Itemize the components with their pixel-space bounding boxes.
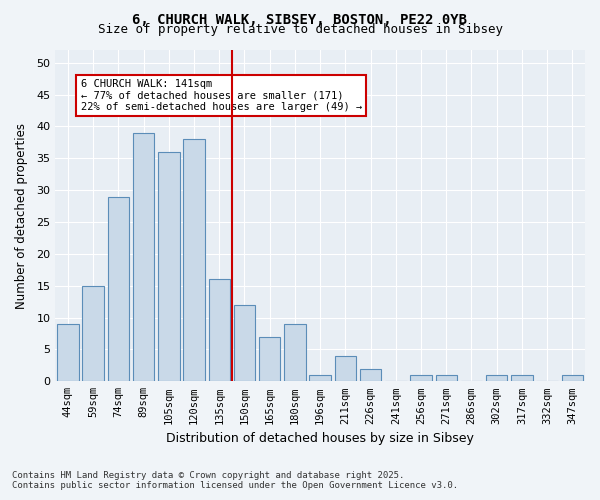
Text: Contains HM Land Registry data © Crown copyright and database right 2025.
Contai: Contains HM Land Registry data © Crown c… — [12, 470, 458, 490]
Bar — [158, 152, 179, 382]
Bar — [511, 375, 533, 382]
X-axis label: Distribution of detached houses by size in Sibsey: Distribution of detached houses by size … — [166, 432, 474, 445]
Bar — [209, 280, 230, 382]
Bar — [335, 356, 356, 382]
Bar — [133, 133, 154, 382]
Bar — [57, 324, 79, 382]
Bar — [234, 305, 255, 382]
Text: Size of property relative to detached houses in Sibsey: Size of property relative to detached ho… — [97, 22, 503, 36]
Bar — [284, 324, 305, 382]
Bar — [410, 375, 432, 382]
Bar — [107, 196, 129, 382]
Bar — [436, 375, 457, 382]
Y-axis label: Number of detached properties: Number of detached properties — [15, 122, 28, 308]
Bar — [310, 375, 331, 382]
Text: 6, CHURCH WALK, SIBSEY, BOSTON, PE22 0YB: 6, CHURCH WALK, SIBSEY, BOSTON, PE22 0YB — [133, 12, 467, 26]
Bar — [360, 368, 382, 382]
Bar — [486, 375, 508, 382]
Bar — [184, 139, 205, 382]
Bar — [259, 336, 280, 382]
Bar — [562, 375, 583, 382]
Text: 6 CHURCH WALK: 141sqm
← 77% of detached houses are smaller (171)
22% of semi-det: 6 CHURCH WALK: 141sqm ← 77% of detached … — [80, 78, 362, 112]
Bar — [82, 286, 104, 382]
